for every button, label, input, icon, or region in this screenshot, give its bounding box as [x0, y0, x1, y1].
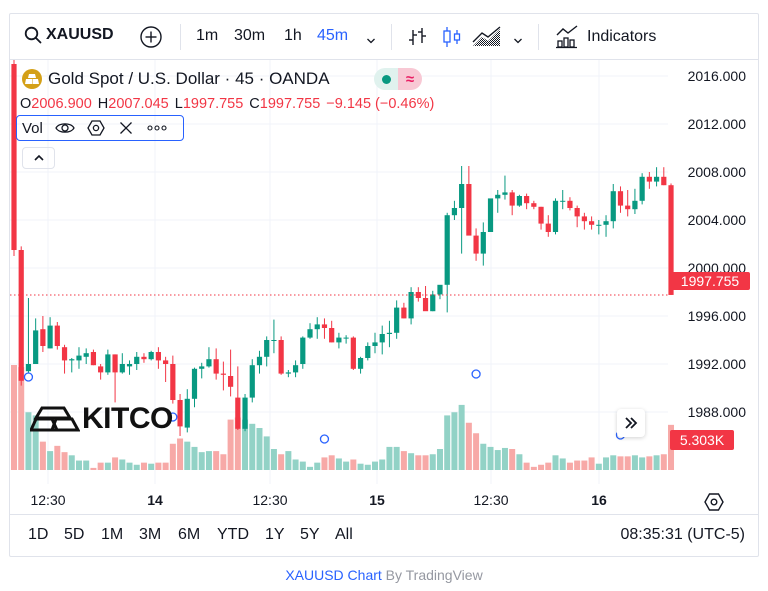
search-icon	[24, 26, 42, 44]
high-label: H	[97, 96, 109, 112]
indicators-label: Indicators	[587, 28, 657, 45]
market-status-pill[interactable]: ≈	[374, 68, 422, 90]
range-button-5y[interactable]: 5Y	[300, 526, 320, 543]
chevron-down-icon	[367, 38, 375, 44]
range-button-ytd[interactable]: YTD	[217, 526, 249, 543]
toolbar-divider	[180, 24, 181, 50]
time-tick-label: 15	[369, 492, 385, 508]
chart-type-dropdown-button[interactable]	[513, 32, 523, 50]
compare-add-icon	[140, 26, 162, 48]
open-label: O	[20, 96, 32, 112]
volume-indicator-legend[interactable]: Vol	[16, 115, 184, 141]
price-tick-label: 1992.000	[687, 356, 746, 372]
scroll-to-realtime-button[interactable]	[617, 409, 645, 437]
volume-label: Vol	[22, 119, 43, 137]
collapse-legend-button[interactable]	[22, 147, 55, 169]
delayed-data-icon: ≈	[398, 68, 422, 90]
settings-hex-icon	[704, 493, 724, 511]
indicators-button[interactable]: Indicators	[555, 25, 656, 49]
chevron-up-icon	[33, 154, 44, 161]
toolbar-divider	[538, 24, 539, 50]
price-chart-canvas[interactable]	[10, 60, 758, 484]
compare-add-button[interactable]	[140, 26, 162, 53]
bar-chart-type-button[interactable]	[407, 25, 429, 54]
indicators-icon	[556, 25, 578, 49]
symbol-search-button[interactable]: XAUUSD	[24, 26, 114, 44]
symbol-name: XAUUSD	[46, 26, 114, 43]
gold-bars-logo-icon	[30, 406, 80, 432]
time-tick-label: 16	[591, 492, 607, 508]
interval-1m[interactable]: 1m	[196, 27, 219, 44]
symbol-legend[interactable]: Gold Spot / U.S. Dollar · 45 · OANDA	[22, 69, 330, 89]
double-chevron-right-icon	[625, 417, 638, 429]
range-button-1m[interactable]: 1M	[101, 526, 124, 543]
remove-indicator-button[interactable]	[119, 121, 133, 135]
interval-30m[interactable]: 30m	[234, 27, 266, 44]
bar-chart-icon	[409, 28, 426, 45]
close-icon	[119, 122, 132, 134]
chart-widget: XAUUSD 1m 30m 1h 45m	[9, 13, 759, 557]
chart-link[interactable]: XAUUSD Chart	[285, 567, 382, 583]
attribution-text: By TradingView	[381, 567, 483, 583]
eye-icon	[55, 123, 75, 133]
more-dots-icon	[147, 125, 167, 131]
area-chart-icon	[472, 26, 501, 46]
gold-symbol-icon	[22, 69, 42, 89]
interval-45m[interactable]: 45m	[317, 27, 349, 44]
interval-dropdown-button[interactable]	[366, 32, 376, 50]
settings-hex-icon	[87, 120, 105, 136]
date-range-bar: 08:35:31 (UTC-5) 1D 5D 1M 3M 6M YTD 1Y 5Y All	[10, 514, 758, 556]
interval-1h[interactable]: 1h	[284, 27, 302, 44]
chevron-down-icon	[514, 38, 522, 44]
timezone-clock[interactable]: 08:35:31 (UTC-5)	[620, 526, 746, 543]
range-button-1d[interactable]: 1D	[28, 526, 49, 543]
toggle-visibility-button[interactable]	[55, 121, 75, 135]
price-tick-label: 1988.000	[687, 404, 746, 420]
time-tick-label: 12:30	[30, 492, 66, 508]
time-tick-label: 14	[147, 492, 163, 508]
attribution-footer: XAUUSD Chart By TradingView	[0, 567, 768, 583]
more-options-button[interactable]	[147, 125, 167, 131]
price-tick-label: 2004.000	[687, 212, 746, 228]
low-label: L	[174, 96, 183, 112]
price-axis[interactable]: 2016.000 2012.000 2008.000 2004.000 2000.000…	[668, 60, 758, 484]
close-value: 1997.755	[259, 96, 321, 112]
high-value: 2007.045	[108, 96, 169, 112]
price-tick-label: 2008.000	[687, 164, 746, 180]
range-button-1y[interactable]: 1Y	[265, 526, 285, 543]
indicator-settings-button[interactable]	[87, 120, 105, 136]
ohlc-values: O2006.900 H2007.045 L1997.755 C1997.755 …	[20, 96, 434, 112]
chart-settings-button[interactable]	[704, 493, 724, 516]
time-tick-label: 12:30	[473, 492, 509, 508]
legend-title: Gold Spot / U.S. Dollar · 45 · OANDA	[48, 69, 330, 88]
price-tick-label: 2012.000	[687, 116, 746, 132]
candles-chart-type-button[interactable]	[441, 25, 463, 54]
close-label: C	[249, 96, 260, 112]
range-button-all[interactable]: All	[335, 526, 353, 543]
last-price-label: 1997.755	[670, 272, 750, 290]
kitco-watermark: KITCO	[30, 402, 173, 436]
watermark-text: KITCO	[82, 402, 173, 435]
change-value: −9.145 (−0.46%)	[326, 96, 435, 112]
time-tick-label: 12:30	[252, 492, 288, 508]
time-axis[interactable]: 12:30 14 12:30 15 12:30 16	[10, 484, 758, 514]
market-open-indicator	[374, 68, 398, 90]
area-chart-type-button[interactable]	[472, 26, 502, 53]
price-tick-label: 2016.000	[687, 68, 746, 84]
range-button-3m[interactable]: 3M	[139, 526, 162, 543]
toolbar-divider	[391, 24, 392, 50]
candles-icon	[443, 27, 461, 47]
volume-value-label: 5.303K	[670, 430, 734, 450]
range-button-5d[interactable]: 5D	[64, 526, 85, 543]
top-toolbar: XAUUSD 1m 30m 1h 45m	[10, 14, 758, 60]
range-button-6m[interactable]: 6M	[178, 526, 201, 543]
open-value: 2006.900	[31, 96, 92, 112]
low-value: 1997.755	[182, 96, 244, 112]
price-tick-label: 1996.000	[687, 308, 746, 324]
status-dot-icon	[381, 74, 391, 84]
